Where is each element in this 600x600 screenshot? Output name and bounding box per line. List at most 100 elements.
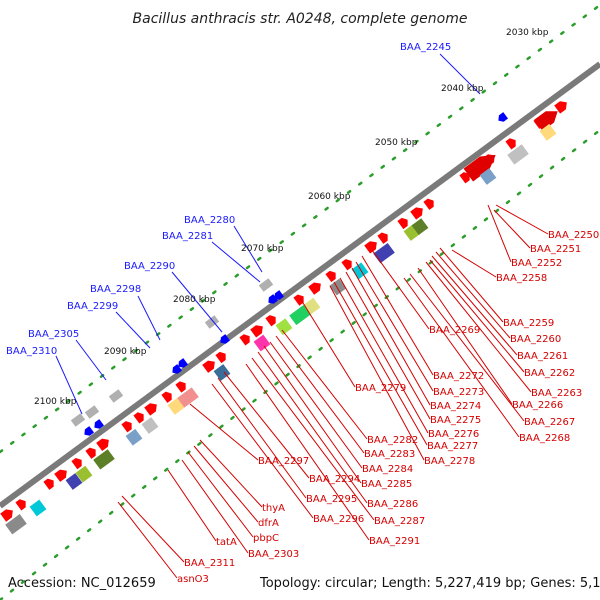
plus-strand-gene[interactable] <box>397 216 410 230</box>
gene-label[interactable]: BAA_2311 <box>184 558 235 569</box>
gene-label[interactable]: dfrA <box>258 518 279 529</box>
gene-label[interactable]: BAA_2262 <box>524 368 575 379</box>
plus-strand-gene[interactable] <box>71 456 84 470</box>
plus-strand-gene[interactable] <box>144 400 160 416</box>
gene-label[interactable]: BAA_2287 <box>374 516 425 527</box>
gene-label[interactable]: BAA_2269 <box>429 325 480 336</box>
minus-feature[interactable] <box>70 413 86 427</box>
gene-label[interactable]: BAA_2303 <box>248 549 299 560</box>
minus-strand-gene[interactable] <box>496 112 508 124</box>
gene-label[interactable]: BAA_2272 <box>433 371 484 382</box>
plus-strand-gene[interactable] <box>250 322 266 338</box>
minus-feature[interactable] <box>84 405 100 419</box>
gene-label[interactable]: BAA_2295 <box>306 494 357 505</box>
gene-label[interactable]: BAA_2286 <box>367 499 418 510</box>
plus-strand-gene[interactable] <box>239 332 252 346</box>
plus-strand-gene[interactable] <box>293 292 306 306</box>
minus-feature[interactable] <box>258 278 274 292</box>
gene-label[interactable]: BAA_2297 <box>258 456 309 467</box>
plus-strand-gene[interactable] <box>15 497 28 511</box>
gene-label[interactable]: BAA_2273 <box>433 387 484 398</box>
rna-feature[interactable] <box>411 218 429 235</box>
rna-feature[interactable] <box>29 499 47 517</box>
minus-strand-gene[interactable] <box>170 364 182 376</box>
minus-strand-gene[interactable] <box>82 426 94 438</box>
plus-strand-gene[interactable] <box>175 379 188 393</box>
plus-strand-gene[interactable] <box>96 436 112 451</box>
plus-strand-gene[interactable] <box>133 410 146 424</box>
rna-feature[interactable] <box>507 144 529 165</box>
rna-feature[interactable] <box>213 364 231 381</box>
gene-label[interactable]: BAA_2261 <box>517 351 568 362</box>
gene-label[interactable]: BAA_2268 <box>519 433 570 444</box>
plus-strand-gene[interactable] <box>554 98 570 114</box>
gene-label[interactable]: tatA <box>216 537 237 548</box>
gene-label[interactable]: BAA_2305 <box>28 329 79 340</box>
minus-feature[interactable] <box>204 315 220 329</box>
gene-label[interactable]: BAA_2259 <box>503 318 554 329</box>
gene-label[interactable]: BAA_2274 <box>430 401 481 412</box>
gene-label[interactable]: BAA_2275 <box>430 415 481 426</box>
plus-strand-gene[interactable] <box>43 476 56 490</box>
plus-strand-gene[interactable] <box>325 269 338 283</box>
gene-label[interactable]: BAA_2258 <box>496 273 547 284</box>
rna-feature[interactable] <box>5 514 27 535</box>
rna-feature[interactable] <box>177 387 199 408</box>
gene-label[interactable]: BAA_2252 <box>511 258 562 269</box>
gene-label[interactable]: BAA_2298 <box>90 284 141 295</box>
rna-feature[interactable] <box>275 318 293 336</box>
minus-strand-gene[interactable] <box>92 419 104 431</box>
gene-label[interactable]: BAA_2250 <box>548 230 599 241</box>
gene-label[interactable]: BAA_2278 <box>424 456 475 467</box>
plus-strand-gene[interactable] <box>377 230 390 244</box>
minus-strand-gene[interactable] <box>272 290 284 302</box>
plus-strand-gene[interactable] <box>54 467 70 482</box>
gene-label[interactable]: BAA_2294 <box>309 474 360 485</box>
plus-strand-gene[interactable] <box>505 136 518 150</box>
plus-strand-gene[interactable] <box>121 419 134 433</box>
minus-strand-gene[interactable] <box>266 294 278 306</box>
minus-strand-gene[interactable] <box>218 334 230 346</box>
rna-feature[interactable] <box>167 397 185 415</box>
gene-label[interactable]: BAA_2283 <box>364 449 415 460</box>
rna-feature[interactable] <box>65 473 83 490</box>
plus-strand-gene[interactable] <box>85 446 98 459</box>
plus-strand-gene[interactable] <box>341 257 354 271</box>
gene-label[interactable]: BAA_2290 <box>124 261 175 272</box>
rna-feature[interactable] <box>539 123 557 141</box>
gene-label[interactable]: BAA_2291 <box>369 536 420 547</box>
rna-feature[interactable] <box>479 168 497 185</box>
gene-label[interactable]: BAA_2267 <box>524 417 575 428</box>
gene-label[interactable]: BAA_2260 <box>510 334 561 345</box>
rna-feature[interactable] <box>125 428 143 446</box>
plus-strand-gene[interactable] <box>202 358 218 373</box>
gene-label[interactable]: BAA_2284 <box>362 464 413 475</box>
gene-label[interactable]: BAA_2282 <box>367 435 418 446</box>
gene-label[interactable]: BAA_2279 <box>355 383 406 394</box>
plus-strand-gene[interactable] <box>423 197 436 210</box>
plus-strand-gene[interactable] <box>459 170 472 184</box>
rna-feature[interactable] <box>289 304 311 326</box>
gene-label[interactable]: asnO3 <box>177 574 209 585</box>
plus-strand-gene[interactable] <box>410 204 426 220</box>
gene-label[interactable]: BAA_2285 <box>361 479 412 490</box>
gene-label[interactable]: BAA_2263 <box>531 388 582 399</box>
plus-strand-gene[interactable] <box>308 280 324 295</box>
gene-label[interactable]: BAA_2277 <box>427 441 478 452</box>
gene-label[interactable]: BAA_2251 <box>530 244 581 255</box>
gene-label[interactable]: BAA_2280 <box>184 215 235 226</box>
rna-feature[interactable] <box>141 417 159 434</box>
gene-label[interactable]: BAA_2299 <box>67 301 118 312</box>
rna-feature[interactable] <box>93 449 115 470</box>
plus-strand-gene[interactable] <box>364 238 380 254</box>
minus-strand-gene[interactable] <box>176 358 188 370</box>
gene-label[interactable]: BAA_2266 <box>512 400 563 411</box>
plus-strand-gene[interactable] <box>161 390 174 403</box>
plus-strand-gene[interactable] <box>463 148 501 182</box>
rna-feature[interactable] <box>253 334 271 352</box>
gene-label[interactable]: BAA_2245 <box>400 42 451 53</box>
plus-strand-gene[interactable] <box>265 313 278 327</box>
rna-feature[interactable] <box>75 465 93 483</box>
gene-label[interactable]: BAA_2310 <box>6 346 57 357</box>
plus-strand-gene[interactable] <box>534 106 562 132</box>
